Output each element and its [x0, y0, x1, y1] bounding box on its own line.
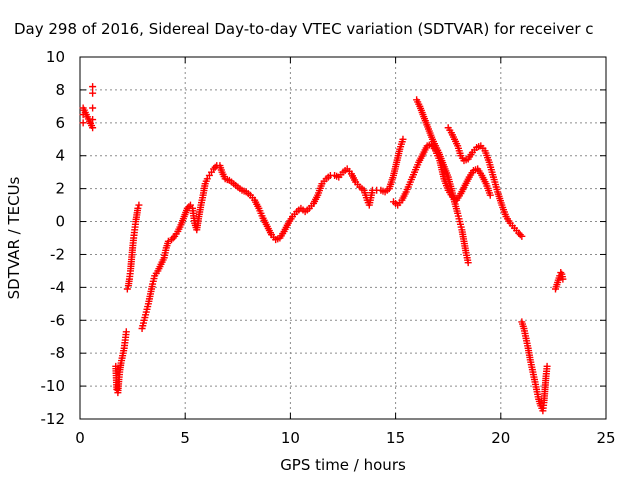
data-point [122, 328, 130, 336]
x-tick-label: 5 [180, 429, 190, 447]
data-point [559, 275, 567, 283]
x-tick-label: 15 [386, 429, 405, 447]
data-point [486, 191, 494, 199]
data-point [79, 119, 87, 127]
data-point [135, 201, 143, 209]
x-tick-label: 20 [491, 429, 510, 447]
data-point [89, 104, 97, 112]
y-tick-label: -10 [41, 377, 66, 395]
data-point [89, 124, 97, 132]
data-point [543, 362, 551, 370]
x-tick-label: 10 [281, 429, 300, 447]
data-point [89, 83, 97, 91]
y-tick-label: -4 [50, 278, 65, 296]
y-tick-label: 2 [55, 180, 65, 198]
x-axis-title: GPS time / hours [280, 456, 406, 474]
data-point [168, 236, 176, 244]
x-tick-label: 0 [75, 429, 85, 447]
y-tick-label: 4 [55, 147, 65, 165]
series-0 [79, 83, 567, 415]
data-point [518, 232, 526, 240]
data-point [123, 285, 131, 293]
chart-title: Day 298 of 2016, Sidereal Day-to-day VTE… [14, 20, 594, 38]
data-point [89, 116, 97, 124]
y-tick-label: 0 [55, 213, 65, 231]
data-point [399, 135, 407, 143]
grid-lines [80, 57, 606, 419]
data-point [89, 89, 97, 97]
plot-frame [79, 56, 607, 420]
data-point [113, 385, 121, 393]
y-tick-label: -8 [50, 344, 65, 362]
data-point [134, 204, 142, 212]
y-tick-label: 6 [55, 114, 65, 132]
y-tick-label: 10 [46, 48, 65, 66]
x-tick-label: 25 [596, 429, 615, 447]
data-series [79, 83, 567, 415]
data-point [464, 259, 472, 267]
y-axis-title: SDTVAR / TECUs [5, 176, 23, 299]
y-tick-label: 8 [55, 81, 65, 99]
data-point [169, 234, 177, 242]
data-point [516, 231, 524, 239]
y-tick-label: -2 [50, 245, 65, 263]
y-tick-label: -6 [50, 311, 65, 329]
y-tick-label: -12 [41, 410, 66, 428]
